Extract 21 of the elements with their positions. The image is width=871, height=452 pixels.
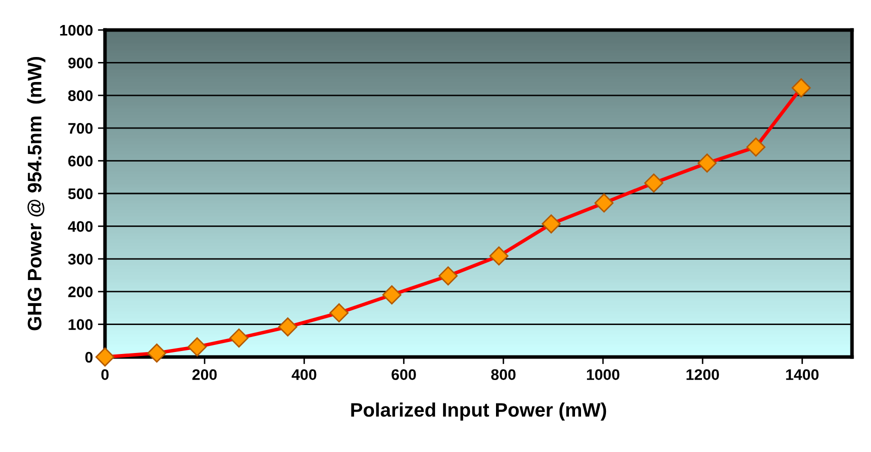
y-tick-label: 300 [68,254,93,265]
x-tick-label: 1200 [686,369,719,380]
x-tick-label: 1400 [786,369,819,380]
y-tick-label: 0 [85,352,93,363]
y-tick-label: 900 [68,58,93,68]
y-tick-label: 700 [68,122,93,134]
y-tick-label: 500 [68,188,93,200]
x-tick-label: 1000 [586,369,620,380]
x-tick-label: 400 [292,369,316,380]
x-axis-title: Polarized Input Power (mW) [351,402,606,421]
y-tick-label: 800 [68,90,93,102]
y-tick-label: 100 [68,319,93,330]
y-tick-label: 600 [68,156,93,166]
y-tick-label: 400 [68,221,93,232]
y-axis-title: GHG Power @ 954.5nm (mW) [27,56,46,330]
y-tick-label: 1000 [60,24,93,36]
y-tick-label: 200 [68,286,93,298]
x-tick-label: 800 [491,369,516,380]
x-tick-label: 200 [192,369,217,380]
x-tick-label: 0 [101,369,109,380]
x-tick-label: 600 [392,369,416,380]
